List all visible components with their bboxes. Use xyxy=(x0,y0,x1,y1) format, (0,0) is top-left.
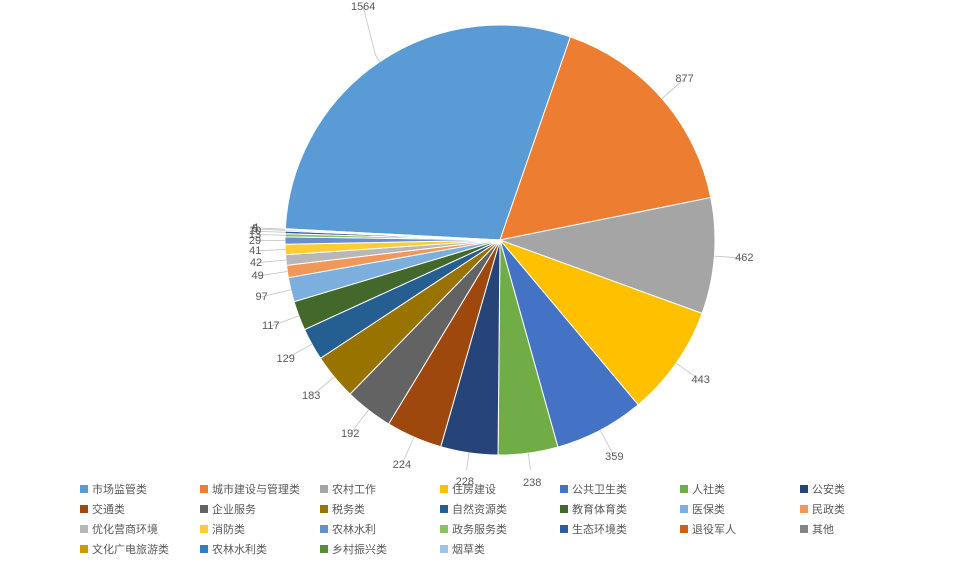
legend-swatch xyxy=(80,485,88,493)
legend-label: 农林水利类 xyxy=(212,541,267,557)
legend-swatch xyxy=(200,505,208,513)
legend-item: 住房建设 xyxy=(440,480,560,498)
legend-label: 教育体育类 xyxy=(572,501,627,517)
legend-item: 生态环境类 xyxy=(560,520,680,538)
leader-line xyxy=(465,453,469,470)
legend-item: 退役军人 xyxy=(680,520,800,538)
legend-item: 人社类 xyxy=(680,480,800,498)
leader-line xyxy=(528,453,532,470)
legend-swatch xyxy=(440,505,448,513)
legend-label: 乡村振兴类 xyxy=(332,541,387,557)
legend-label: 民政类 xyxy=(812,501,845,517)
slice-value-label: 443 xyxy=(692,374,710,386)
legend-item: 交通类 xyxy=(80,500,200,518)
legend-item: 企业服务 xyxy=(200,500,320,518)
legend-label: 市场监管类 xyxy=(92,481,147,497)
legend-swatch xyxy=(320,505,328,513)
legend-label: 消防类 xyxy=(212,521,245,537)
legend-item: 优化营商环境 xyxy=(80,520,200,538)
legend-swatch xyxy=(800,525,808,533)
leader-line xyxy=(363,7,380,62)
legend: 市场监管类 城市建设与管理类 农村工作 住房建设 公共卫生类 人社类 公安类交通类 企业服务 税… xyxy=(80,480,930,560)
legend-swatch xyxy=(200,525,208,533)
slice-value-label: 49 xyxy=(252,270,264,282)
legend-label: 烟草类 xyxy=(452,541,485,557)
pie-chart: 1564877462443359238228224192183129117974… xyxy=(0,0,968,470)
slice-value-label: 42 xyxy=(250,257,262,269)
legend-swatch xyxy=(320,545,328,553)
legend-swatch xyxy=(440,485,448,493)
legend-swatch xyxy=(440,545,448,553)
legend-item: 教育体育类 xyxy=(560,500,680,518)
slice-value-label: 192 xyxy=(341,428,359,440)
legend-swatch xyxy=(320,485,328,493)
legend-label: 人社类 xyxy=(692,481,725,497)
legend-label: 公共卫生类 xyxy=(572,481,627,497)
slice-value-label: 183 xyxy=(302,390,320,402)
legend-item: 烟草类 xyxy=(440,540,560,558)
legend-swatch xyxy=(320,525,328,533)
slice-value-label: 117 xyxy=(262,320,280,332)
legend-swatch xyxy=(800,505,808,513)
legend-swatch xyxy=(680,485,688,493)
legend-label: 优化营商环境 xyxy=(92,521,158,537)
slice-value-label: 129 xyxy=(277,353,295,365)
legend-item: 民政类 xyxy=(800,500,920,518)
legend-swatch xyxy=(200,485,208,493)
legend-swatch xyxy=(560,525,568,533)
legend-label: 生态环境类 xyxy=(572,521,627,537)
legend-label: 公安类 xyxy=(812,481,845,497)
legend-swatch xyxy=(560,485,568,493)
legend-swatch xyxy=(440,525,448,533)
legend-item: 乡村振兴类 xyxy=(320,540,440,558)
legend-label: 自然资源类 xyxy=(452,501,507,517)
legend-item: 其他 xyxy=(800,520,920,538)
pie-svg xyxy=(0,0,968,470)
legend-label: 医保类 xyxy=(692,501,725,517)
legend-item: 税务类 xyxy=(320,500,440,518)
legend-label: 政务服务类 xyxy=(452,521,507,537)
legend-swatch xyxy=(80,505,88,513)
legend-swatch xyxy=(80,545,88,553)
legend-label: 退役军人 xyxy=(692,521,736,537)
legend-item: 农村工作 xyxy=(320,480,440,498)
legend-item: 公共卫生类 xyxy=(560,480,680,498)
legend-swatch xyxy=(80,525,88,533)
legend-item: 文化广电旅游类 xyxy=(80,540,200,558)
legend-item: 自然资源类 xyxy=(440,500,560,518)
legend-item: 医保类 xyxy=(680,500,800,518)
legend-item: 消防类 xyxy=(200,520,320,538)
legend-item: 公安类 xyxy=(800,480,920,498)
slice-value-label: 462 xyxy=(735,252,753,264)
legend-item: 农林水利类 xyxy=(200,540,320,558)
slice-value-label: 359 xyxy=(605,451,623,463)
slice-value-label: 1564 xyxy=(351,1,375,13)
legend-label: 税务类 xyxy=(332,501,365,517)
slice-value-label: 4 xyxy=(252,222,258,234)
slice-value-label: 877 xyxy=(675,73,693,85)
legend-label: 城市建设与管理类 xyxy=(212,481,300,497)
legend-swatch xyxy=(200,545,208,553)
legend-item: 农林水利 xyxy=(320,520,440,538)
legend-swatch xyxy=(800,485,808,493)
legend-item: 城市建设与管理类 xyxy=(200,480,320,498)
legend-label: 农村工作 xyxy=(332,481,376,497)
legend-label: 交通类 xyxy=(92,501,125,517)
legend-item: 政务服务类 xyxy=(440,520,560,538)
legend-item: 市场监管类 xyxy=(80,480,200,498)
legend-label: 农林水利 xyxy=(332,521,376,537)
legend-label: 企业服务 xyxy=(212,501,256,517)
legend-swatch xyxy=(560,505,568,513)
legend-swatch xyxy=(680,525,688,533)
slice-value-label: 224 xyxy=(393,459,411,471)
legend-label: 文化广电旅游类 xyxy=(92,541,169,557)
legend-label: 住房建设 xyxy=(452,481,496,497)
legend-label: 其他 xyxy=(812,521,834,537)
legend-swatch xyxy=(680,505,688,513)
slice-value-label: 97 xyxy=(256,291,268,303)
